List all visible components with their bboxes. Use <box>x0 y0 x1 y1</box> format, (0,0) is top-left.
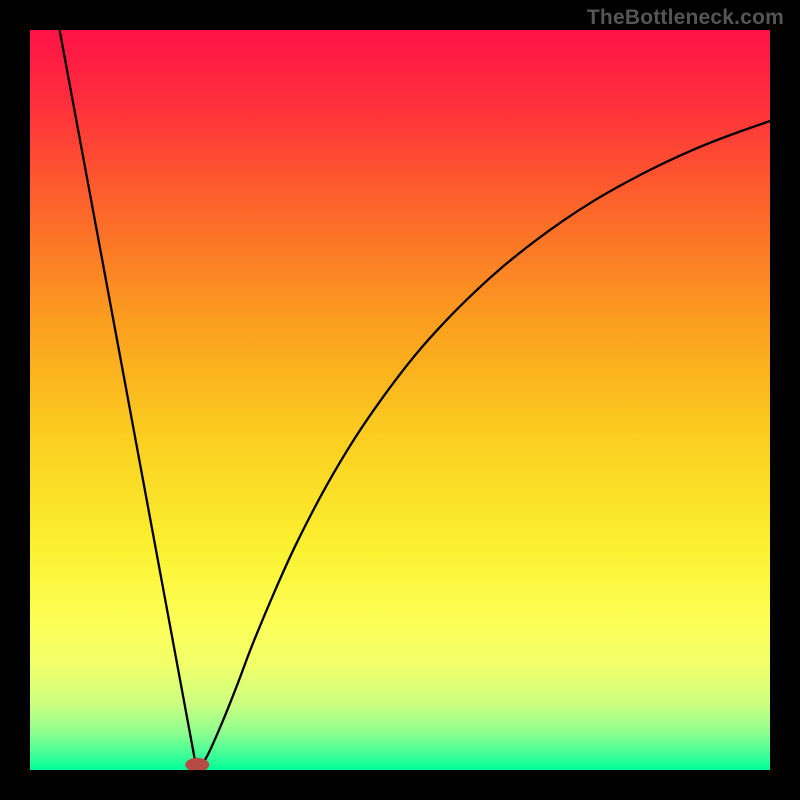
gradient-background <box>30 30 770 770</box>
bottleneck-curve-chart <box>30 30 770 770</box>
watermark-text: TheBottleneck.com <box>587 6 784 30</box>
chart-plot-area <box>30 30 770 770</box>
